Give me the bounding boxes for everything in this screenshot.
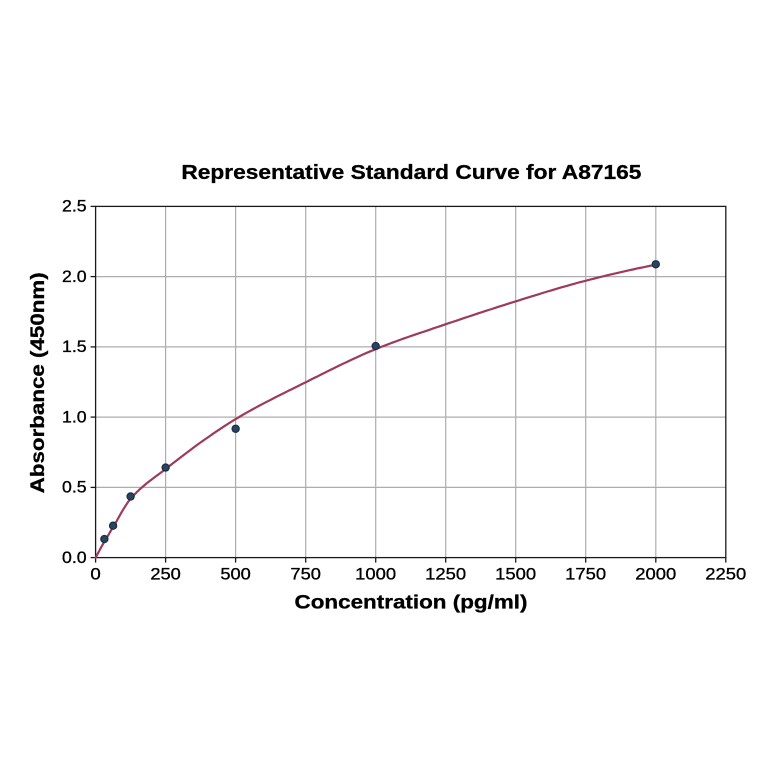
svg-text:0: 0	[90, 565, 100, 584]
svg-text:1.5: 1.5	[62, 337, 87, 356]
svg-text:1250: 1250	[425, 565, 466, 584]
svg-text:2.0: 2.0	[62, 267, 87, 286]
svg-text:2250: 2250	[705, 565, 746, 584]
svg-text:Absorbance (450nm): Absorbance (450nm)	[28, 272, 49, 493]
svg-text:0.0: 0.0	[62, 548, 87, 567]
svg-text:250: 250	[150, 565, 181, 584]
svg-text:Concentration (pg/ml): Concentration (pg/ml)	[295, 592, 528, 613]
svg-text:1000: 1000	[355, 565, 396, 584]
svg-text:2.5: 2.5	[62, 197, 87, 216]
svg-text:750: 750	[290, 565, 321, 584]
svg-text:1750: 1750	[565, 565, 606, 584]
svg-text:2000: 2000	[635, 565, 676, 584]
svg-text:Representative Standard Curve: Representative Standard Curve for A87165	[181, 162, 641, 184]
svg-text:0.5: 0.5	[62, 478, 87, 497]
svg-text:500: 500	[220, 565, 251, 584]
svg-text:1500: 1500	[495, 565, 536, 584]
svg-text:1.0: 1.0	[62, 407, 87, 426]
